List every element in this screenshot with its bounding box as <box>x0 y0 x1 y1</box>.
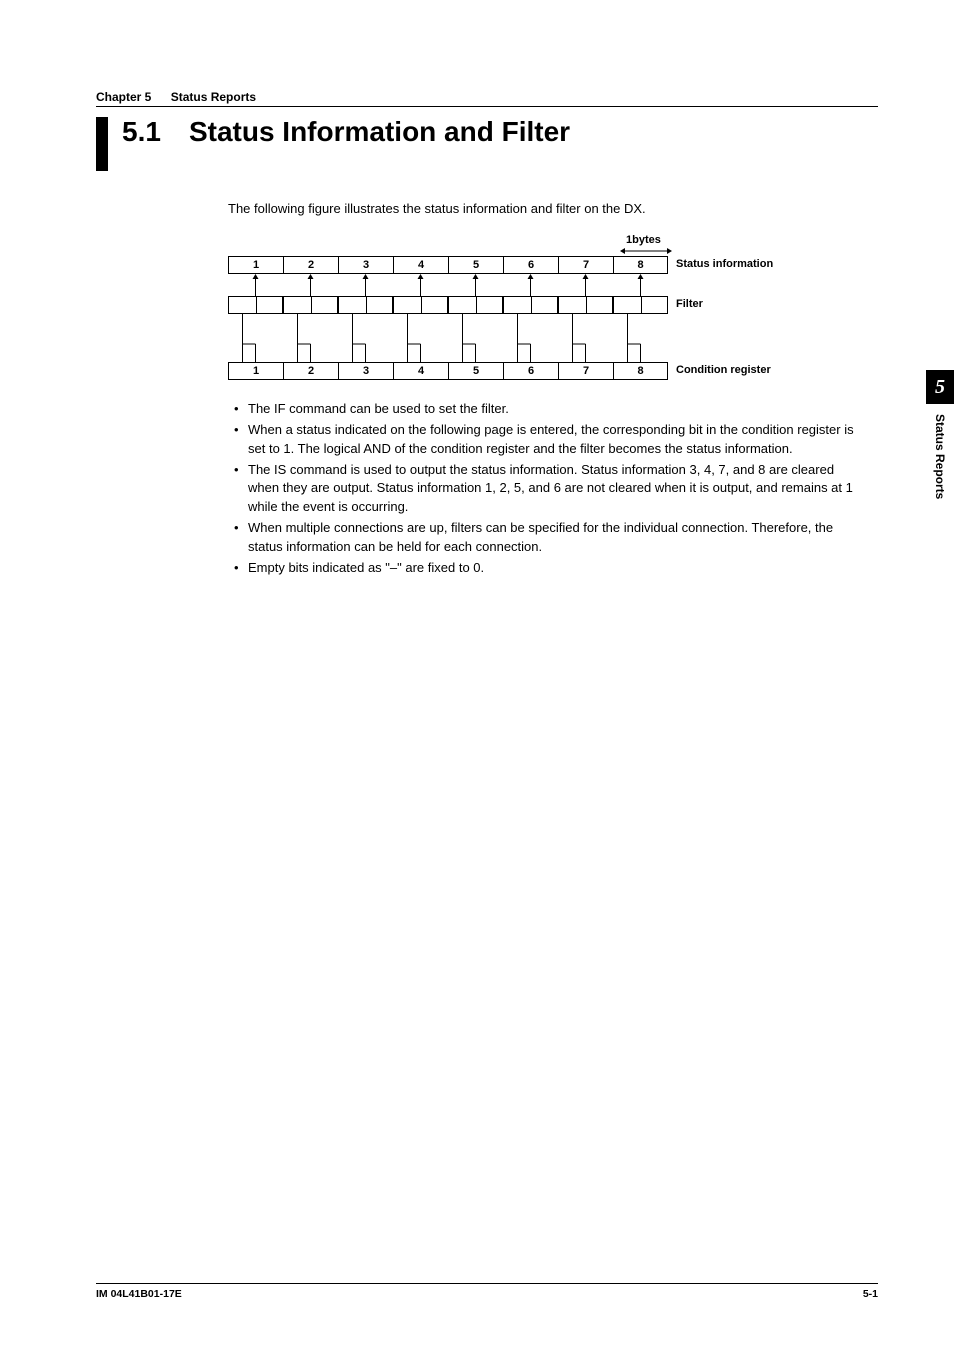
bytes-arrow-icon <box>620 248 672 254</box>
status-cell: 5 <box>448 256 503 274</box>
cond-cell: 8 <box>613 362 668 380</box>
condition-register-row: 1 2 3 4 5 6 7 8 <box>228 362 668 380</box>
chapter-title: Status Reports <box>171 90 256 104</box>
bullet-item: When a status indicated on the following… <box>228 421 868 459</box>
status-cell: 1 <box>228 256 283 274</box>
filter-cell <box>531 296 559 314</box>
bullet-item: The IF command can be used to set the fi… <box>228 400 868 419</box>
filter-cell <box>613 296 641 314</box>
filter-cell <box>228 296 256 314</box>
page-footer: IM 04L41B01-17E 5-1 <box>96 1283 878 1300</box>
filter-cell <box>558 296 586 314</box>
section-number: 5.1 <box>122 115 161 149</box>
condition-register-label: Condition register <box>676 364 771 376</box>
chapter-label: Chapter 5 <box>96 90 151 104</box>
filter-cell <box>586 296 614 314</box>
filter-cell <box>393 296 421 314</box>
section-title: Status Information and Filter <box>189 115 570 149</box>
section-heading: 5.1 Status Information and Filter <box>96 115 878 171</box>
bullet-item: Empty bits indicated as "–" are fixed to… <box>228 559 868 578</box>
cond-cell: 5 <box>448 362 503 380</box>
status-cell: 4 <box>393 256 448 274</box>
status-info-label: Status information <box>676 258 773 270</box>
status-diagram: 1bytes 1 2 3 4 5 6 7 8 Status informatio… <box>228 234 808 384</box>
status-cell: 2 <box>283 256 338 274</box>
footer-doc-id: IM 04L41B01-17E <box>96 1288 182 1300</box>
filter-label: Filter <box>676 298 703 310</box>
chapter-header: Chapter 5 Status Reports <box>96 90 878 107</box>
content-area: The following figure illustrates the sta… <box>228 201 868 578</box>
filter-cell <box>366 296 394 314</box>
cond-cell: 1 <box>228 362 283 380</box>
bullet-list: The IF command can be used to set the fi… <box>228 400 868 578</box>
side-tab: 5 Status Reports <box>926 370 954 499</box>
filter-cell <box>641 296 669 314</box>
bullet-item: When multiple connections are up, filter… <box>228 519 868 557</box>
status-cell: 6 <box>503 256 558 274</box>
filter-row <box>228 296 668 314</box>
page: Chapter 5 Status Reports 5.1 Status Info… <box>0 0 954 1350</box>
filter-cell <box>256 296 284 314</box>
tab-chapter-text: Status Reports <box>933 404 947 499</box>
bytes-label: 1bytes <box>626 234 661 246</box>
filter-cell <box>283 296 311 314</box>
status-cell: 8 <box>613 256 668 274</box>
heading-bar-icon <box>96 117 108 171</box>
cond-cell: 3 <box>338 362 393 380</box>
filter-cell <box>338 296 366 314</box>
cond-cell: 4 <box>393 362 448 380</box>
status-info-row: 1 2 3 4 5 6 7 8 <box>228 256 668 274</box>
filter-cell <box>448 296 476 314</box>
filter-cell <box>503 296 531 314</box>
filter-cell <box>421 296 449 314</box>
cond-cell: 6 <box>503 362 558 380</box>
filter-cell <box>311 296 339 314</box>
footer-page-number: 5-1 <box>863 1288 878 1300</box>
intro-text: The following figure illustrates the sta… <box>228 201 868 216</box>
filter-cell <box>476 296 504 314</box>
bullet-item: The IS command is used to output the sta… <box>228 461 868 518</box>
status-cell: 3 <box>338 256 393 274</box>
cond-cell: 2 <box>283 362 338 380</box>
cond-cell: 7 <box>558 362 613 380</box>
tab-chapter-number: 5 <box>926 370 954 404</box>
status-cell: 7 <box>558 256 613 274</box>
